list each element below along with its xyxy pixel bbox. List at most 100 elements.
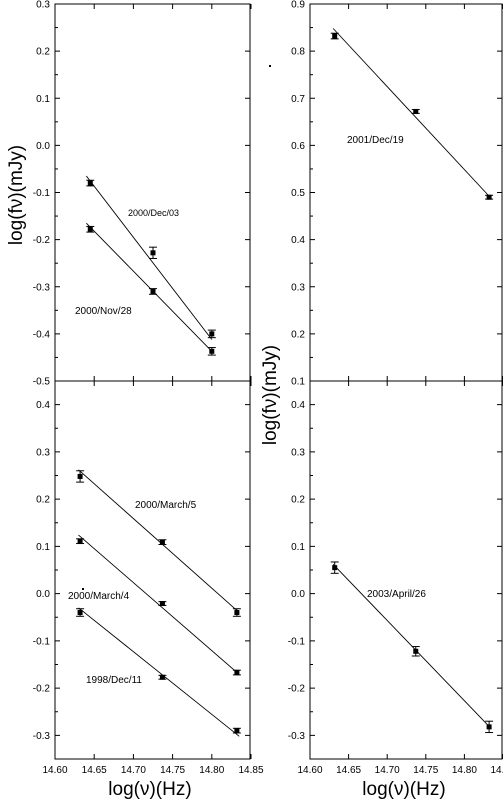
plot-frame xyxy=(309,3,503,382)
data-point xyxy=(76,608,85,617)
data-point xyxy=(76,538,85,545)
y-tick-label: 0.2 xyxy=(291,329,305,340)
x-tick-label: 14.70 xyxy=(121,765,146,776)
data-point xyxy=(158,674,167,680)
fit-line xyxy=(78,534,240,675)
marker xyxy=(486,724,492,730)
plot-frame xyxy=(54,380,251,760)
y-tick-label: 0.3 xyxy=(291,282,305,293)
marker xyxy=(87,226,93,232)
marker xyxy=(234,670,240,676)
fit-line xyxy=(86,175,213,340)
stray-mark xyxy=(269,65,271,67)
series-label: 2001/Dec/19 xyxy=(347,135,404,146)
data-point xyxy=(485,720,494,734)
series-label: 1998/Dec/11 xyxy=(86,675,142,686)
y-tick-label: 0.3 xyxy=(36,0,50,11)
marker xyxy=(159,539,165,545)
series-label: 2000/Nov/28 xyxy=(75,306,132,317)
marker xyxy=(332,33,338,39)
series-2000-march-4: 2000/March/4 xyxy=(68,534,241,676)
fit-line xyxy=(86,222,213,352)
data-point xyxy=(411,108,420,114)
data-point xyxy=(485,194,494,200)
marker xyxy=(159,674,165,680)
series-label: 2000/Dec/03 xyxy=(128,208,179,218)
y-tick-label: -0.3 xyxy=(288,731,306,742)
data-point xyxy=(207,329,216,339)
y-tick-label: -0.5 xyxy=(33,377,51,388)
y-tick-label: 0.1 xyxy=(291,377,305,388)
panel-bottom-left: -0.3 -0.2 -0.1 0.0 0.1 0.2 0.3 0.4 14.60 14.65 14.… xyxy=(33,380,264,776)
marker xyxy=(77,538,83,544)
y-tick-label: 0.1 xyxy=(36,542,50,553)
y-tick-label: 0.4 xyxy=(291,235,305,246)
data-point xyxy=(149,288,157,295)
series-2000-dec-03: 2000/Dec/03 xyxy=(86,175,216,340)
y-tick-label: -0.2 xyxy=(33,235,51,246)
data-point xyxy=(158,539,167,545)
data-point xyxy=(158,601,167,607)
data-point xyxy=(207,347,216,356)
marker xyxy=(234,610,240,616)
fit-line xyxy=(78,607,240,737)
data-point xyxy=(149,246,157,259)
stray-mark xyxy=(82,588,84,590)
data-point xyxy=(232,727,241,734)
x-tick-label: 14.60 xyxy=(42,765,67,776)
y-tick-label: 0.6 xyxy=(291,141,305,152)
x-tick-label: 14.80 xyxy=(199,765,224,776)
y-axis-label-left: log(fν)(mJy) xyxy=(6,145,27,245)
data-point xyxy=(232,669,241,676)
marker xyxy=(150,250,156,256)
marker xyxy=(150,288,156,294)
x-tick-label: 14.60 xyxy=(297,765,322,776)
x-tick-label: 14.85 xyxy=(490,765,503,776)
y-tick-label: 0.4 xyxy=(291,400,305,411)
panel-top-right: 0.1 0.2 0.3 0.4 0.5 0.6 0.7 0.8 0.9 2001/Dec/19 xyxy=(291,0,503,388)
marker xyxy=(486,194,492,200)
y-tick-label: -0.1 xyxy=(33,636,51,647)
y-tick-label: -0.1 xyxy=(288,636,306,647)
marker xyxy=(209,331,215,337)
series-2003-april-26: 2003/April/26 xyxy=(330,561,494,734)
marker xyxy=(413,108,419,114)
y-tick-label: 0.1 xyxy=(36,94,50,105)
y-tick-label: 0.3 xyxy=(36,447,50,458)
marker xyxy=(413,648,419,654)
x-tick-label: 14.75 xyxy=(413,765,438,776)
y-tick-label: 0.9 xyxy=(291,0,305,11)
y-tick-label: 0.1 xyxy=(291,542,305,553)
marker xyxy=(234,728,240,734)
series-2000-nov-28: 2000/Nov/28 xyxy=(75,222,216,356)
y-tick-label: -0.2 xyxy=(288,684,306,695)
y-tick-label: 0.2 xyxy=(36,495,50,506)
plot-frame xyxy=(54,3,251,382)
series-2000-march-5: 2000/March/5 xyxy=(76,469,241,617)
y-tick-label: 0.8 xyxy=(291,47,305,58)
y-tick-label: -0.2 xyxy=(33,684,51,695)
marker xyxy=(77,610,83,616)
series-1998-dec-11: 1998/Dec/11 xyxy=(76,607,241,737)
series-label: 2000/March/5 xyxy=(135,500,197,511)
panel-top-left: -0.5 -0.4 -0.3 -0.2 -0.1 0.0 0.1 0.2 0.3 2000/Dec… xyxy=(33,0,252,388)
y-tick-label: -0.3 xyxy=(33,282,51,293)
data-point xyxy=(330,32,339,40)
y-tick-label: -0.1 xyxy=(33,188,51,199)
y-tick-label: 0.2 xyxy=(291,495,305,506)
x-tick-label: 14.75 xyxy=(160,765,185,776)
marker xyxy=(87,180,93,186)
x-tick-label: 14.65 xyxy=(82,765,107,776)
y-axis-label-right: log(fν)(mJy) xyxy=(260,345,281,445)
y-tick-label: 0.0 xyxy=(36,589,50,600)
series-label: 2003/April/26 xyxy=(367,589,426,600)
y-tick-label: 0.3 xyxy=(291,447,305,458)
y-tick-label: 0.0 xyxy=(36,141,50,152)
x-tick-label: 14.65 xyxy=(336,765,361,776)
x-axis-label-left: log(ν)(Hz) xyxy=(108,779,191,800)
marker xyxy=(209,348,215,354)
x-tick-label: 14.70 xyxy=(375,765,400,776)
marker xyxy=(159,601,165,607)
data-point xyxy=(411,646,420,657)
